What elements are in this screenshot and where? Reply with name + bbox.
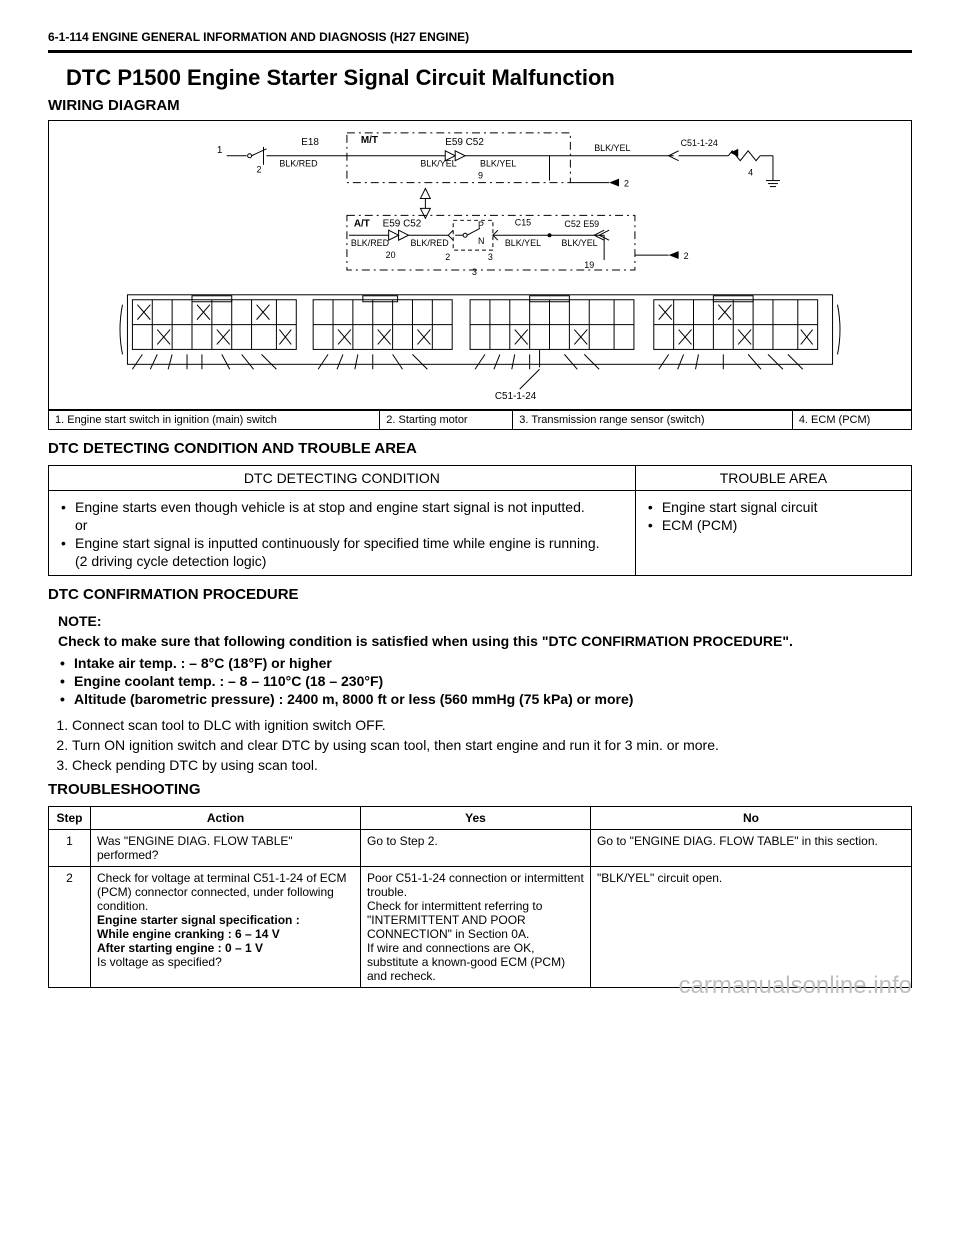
label-c51-top: C51-1-24	[681, 138, 718, 148]
detecting-heading: DTC DETECTING CONDITION AND TROUBLE AREA	[48, 440, 912, 457]
legend-item-2: 2. Starting motor	[380, 411, 513, 430]
label-num2-a: 2	[257, 165, 262, 175]
page-header: 6-1-114 ENGINE GENERAL INFORMATION AND D…	[48, 30, 912, 53]
ts-header-action: Action	[91, 807, 361, 830]
label-num1: 1	[217, 145, 223, 156]
label-num2-b: 2	[624, 179, 629, 189]
label-blkred-top: BLK/RED	[279, 159, 318, 169]
ts-r1-step: 1	[49, 830, 91, 867]
connector-block	[120, 295, 840, 369]
label-blkyel-a: BLK/YEL	[420, 159, 456, 169]
cond-trouble-cell: Engine start signal circuit ECM (PCM)	[635, 491, 911, 576]
step-2: Turn ON ignition switch and clear DTC by…	[72, 737, 912, 753]
confirm-heading: DTC CONFIRMATION PROCEDURE	[48, 586, 912, 603]
ts-r2-action-l5: Is voltage as specified?	[97, 955, 222, 969]
ts-r2-step: 2	[49, 867, 91, 988]
label-num20: 20	[386, 250, 396, 260]
ts-r2-no: "BLK/YEL" circuit open.	[591, 867, 912, 988]
label-blkyel-e: BLK/YEL	[561, 238, 597, 248]
label-num3-below: 3	[472, 267, 477, 277]
label-c15: C15	[515, 217, 531, 227]
ts-header-yes: Yes	[361, 807, 591, 830]
note-label: NOTE:	[58, 613, 912, 629]
note-b1: Intake air temp. : – 8°C (18°F) or highe…	[58, 655, 912, 671]
ts-r2-action: Check for voltage at terminal C51-1-24 o…	[91, 867, 361, 988]
note-block: NOTE: Check to make sure that following …	[58, 613, 912, 707]
cond-detecting-cell: Engine starts even though vehicle is at …	[49, 491, 636, 576]
ts-r2-action-l1: Check for voltage at terminal C51-1-24 o…	[97, 871, 346, 913]
label-e59c52-b: E59 C52	[383, 218, 422, 229]
legend-item-4: 4. ECM (PCM)	[792, 411, 911, 430]
table-row: 1 Was "ENGINE DIAG. FLOW TABLE" performe…	[49, 830, 912, 867]
ts-r2-yes: Poor C51-1-24 connection or intermittent…	[361, 867, 591, 988]
ts-r1-action: Was "ENGINE DIAG. FLOW TABLE" performed?	[91, 830, 361, 867]
troubleshooting-table: Step Action Yes No 1 Was "ENGINE DIAG. F…	[48, 806, 912, 988]
label-p: P	[478, 220, 484, 230]
cond-detect-or: or	[59, 517, 625, 533]
label-mt: M/T	[361, 135, 378, 146]
page-title: DTC P1500 Engine Starter Signal Circuit …	[66, 65, 912, 91]
label-blkred-b: BLK/RED	[351, 238, 390, 248]
wiring-diagram-svg: M/T 1 2 E18 BLK/RED E59 C52 BLK/YEL BLK/…	[49, 121, 911, 409]
legend-item-1: 1. Engine start switch in ignition (main…	[49, 411, 380, 430]
cond-header-detect: DTC DETECTING CONDITION	[49, 466, 636, 491]
ts-header-step: Step	[49, 807, 91, 830]
cond-detect-b2: Engine start signal is inputted continuo…	[59, 535, 625, 551]
ts-r2-action-l2: Engine starter signal specification :	[97, 913, 300, 927]
wiring-diagram: M/T 1 2 E18 BLK/RED E59 C52 BLK/YEL BLK/…	[48, 120, 912, 410]
cond-trouble-b2: ECM (PCM)	[646, 517, 901, 533]
ts-heading: TROUBLESHOOTING	[48, 781, 912, 798]
cond-trouble-b1: Engine start signal circuit	[646, 499, 901, 515]
label-blkred-c: BLK/RED	[410, 238, 449, 248]
condition-table: DTC DETECTING CONDITION TROUBLE AREA Eng…	[48, 465, 912, 576]
label-blkyel-b: BLK/YEL	[480, 159, 516, 169]
ts-r2-action-l4: After starting engine : 0 – 1 V	[97, 941, 263, 955]
note-b2: Engine coolant temp. : – 8 – 110°C (18 –…	[58, 673, 912, 689]
label-c52e59: C52 E59	[564, 219, 599, 229]
label-e59c52-top: E59 C52	[445, 137, 484, 148]
ts-r1-yes: Go to Step 2.	[361, 830, 591, 867]
ts-header-no: No	[591, 807, 912, 830]
label-n: N	[478, 236, 484, 246]
legend-table: 1. Engine start switch in ignition (main…	[48, 410, 912, 430]
note-b3: Altitude (barometric pressure) : 2400 m,…	[58, 691, 912, 707]
confirmation-steps: Connect scan tool to DLC with ignition s…	[48, 717, 912, 773]
step-3: Check pending DTC by using scan tool.	[72, 757, 912, 773]
wiring-heading: WIRING DIAGRAM	[48, 97, 912, 114]
label-num19: 19	[584, 260, 594, 270]
label-e18: E18	[301, 137, 319, 148]
ts-r1-no: Go to "ENGINE DIAG. FLOW TABLE" in this …	[591, 830, 912, 867]
label-num2-c: 2	[445, 252, 450, 262]
label-num9: 9	[478, 171, 483, 181]
cond-detect-b2b: (2 driving cycle detection logic)	[59, 553, 625, 569]
label-at: A/T	[354, 218, 370, 229]
table-row: 2 Check for voltage at terminal C51-1-24…	[49, 867, 912, 988]
label-num4: 4	[748, 168, 753, 178]
step-1: Connect scan tool to DLC with ignition s…	[72, 717, 912, 733]
label-blkyel-c: BLK/YEL	[594, 143, 630, 153]
label-num3-at: 3	[488, 252, 493, 262]
legend-item-3: 3. Transmission range sensor (switch)	[513, 411, 793, 430]
cond-header-trouble: TROUBLE AREA	[635, 466, 911, 491]
cond-detect-b1: Engine starts even though vehicle is at …	[59, 499, 625, 515]
ts-r2-action-l3: While engine cranking : 6 – 14 V	[97, 927, 280, 941]
label-blkyel-d: BLK/YEL	[505, 238, 541, 248]
label-c51-bottom: C51-1-24	[495, 391, 537, 402]
note-text: Check to make sure that following condit…	[58, 633, 912, 649]
label-num2-d: 2	[684, 251, 689, 261]
